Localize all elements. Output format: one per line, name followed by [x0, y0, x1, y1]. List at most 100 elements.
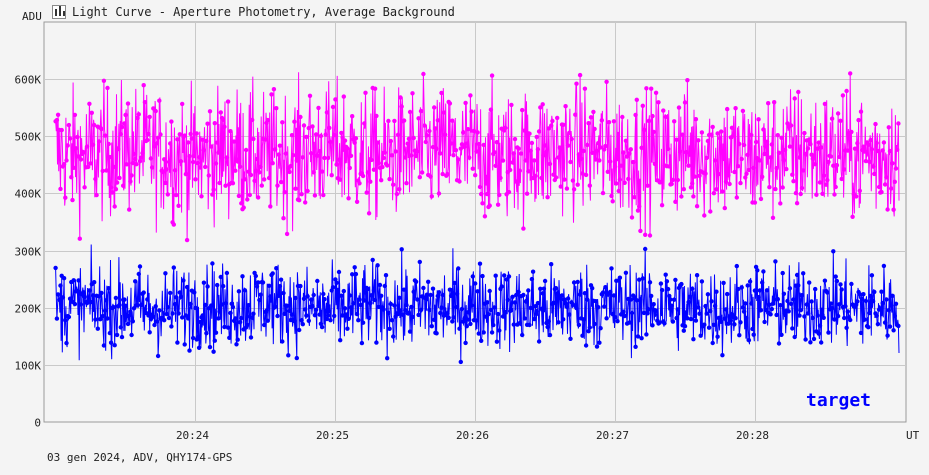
- data-point: [136, 112, 141, 117]
- data-point: [709, 132, 714, 137]
- data-point: [319, 324, 325, 330]
- data-point: [703, 303, 708, 309]
- data-point: [436, 191, 442, 196]
- data-point: [456, 266, 461, 271]
- data-point: [608, 289, 613, 295]
- data-point: [528, 148, 533, 153]
- data-point: [468, 93, 473, 98]
- data-point: [532, 158, 537, 163]
- data-point: [169, 119, 174, 124]
- data-point: [880, 148, 885, 153]
- data-point: [693, 117, 699, 122]
- data-point: [188, 301, 193, 307]
- data-point: [305, 188, 310, 194]
- data-point: [673, 277, 678, 283]
- data-point: [505, 297, 510, 302]
- data-point: [743, 301, 748, 306]
- data-point: [281, 216, 286, 221]
- data-point: [511, 322, 516, 327]
- data-point: [339, 130, 344, 136]
- data-point: [181, 278, 186, 283]
- data-point: [837, 154, 842, 160]
- data-point: [886, 125, 891, 130]
- data-point: [752, 200, 758, 205]
- x-tick-label: 20:25: [316, 429, 349, 442]
- data-point: [375, 263, 380, 268]
- data-point: [250, 117, 255, 123]
- data-point: [529, 276, 535, 282]
- data-point: [234, 342, 239, 347]
- data-point: [721, 156, 726, 162]
- data-point: [645, 183, 650, 188]
- data-point: [769, 142, 774, 147]
- data-point: [869, 147, 875, 152]
- data-point: [298, 283, 303, 289]
- data-point: [875, 321, 881, 327]
- y-tick-label: 600K: [15, 74, 42, 87]
- data-point: [188, 131, 193, 137]
- data-point: [651, 302, 656, 307]
- data-point: [410, 314, 415, 320]
- data-point: [230, 181, 236, 186]
- data-point: [317, 312, 322, 317]
- data-point: [163, 180, 168, 186]
- data-point: [215, 282, 220, 288]
- data-point: [400, 312, 406, 317]
- data-point: [464, 324, 469, 329]
- data-point: [590, 286, 595, 291]
- data-point: [839, 176, 844, 182]
- data-point: [751, 332, 756, 337]
- data-point: [164, 167, 169, 172]
- data-point: [366, 315, 372, 321]
- data-point: [332, 313, 337, 319]
- data-point: [779, 135, 784, 140]
- data-point: [152, 144, 157, 149]
- data-point: [885, 207, 890, 212]
- data-point: [731, 133, 736, 138]
- data-point: [111, 304, 116, 310]
- data-point: [787, 286, 793, 291]
- chart-icon[interactable]: [52, 5, 66, 19]
- data-point: [702, 322, 707, 327]
- data-point: [64, 158, 69, 163]
- data-point: [573, 112, 578, 117]
- data-point: [891, 207, 896, 212]
- data-point: [69, 175, 74, 180]
- data-point: [656, 100, 661, 105]
- data-point: [809, 299, 814, 304]
- data-point: [216, 316, 221, 321]
- data-point: [306, 318, 311, 323]
- data-point: [281, 290, 286, 296]
- data-point: [493, 273, 498, 278]
- data-point: [276, 293, 281, 298]
- data-point: [533, 304, 538, 309]
- data-point: [368, 300, 373, 306]
- data-point: [76, 278, 81, 283]
- data-point: [586, 329, 591, 334]
- data-point: [274, 106, 279, 111]
- data-point: [876, 184, 882, 190]
- data-point: [532, 316, 537, 322]
- data-point: [669, 303, 674, 308]
- data-point: [289, 133, 295, 138]
- data-point: [861, 292, 866, 297]
- data-point: [498, 175, 503, 181]
- data-point: [403, 307, 408, 313]
- data-point: [467, 155, 472, 160]
- data-point: [391, 334, 396, 339]
- data-point: [792, 334, 797, 340]
- data-point: [693, 318, 699, 323]
- data-point: [884, 297, 889, 302]
- data-point: [583, 172, 589, 178]
- data-point: [453, 304, 459, 310]
- data-point: [432, 317, 437, 322]
- data-point: [632, 195, 637, 200]
- data-point: [118, 325, 124, 330]
- data-point: [686, 163, 691, 168]
- data-point: [393, 149, 398, 154]
- data-point: [627, 151, 632, 156]
- data-point: [259, 183, 264, 188]
- data-point: [884, 175, 889, 180]
- data-point: [697, 173, 702, 178]
- data-point: [879, 189, 884, 195]
